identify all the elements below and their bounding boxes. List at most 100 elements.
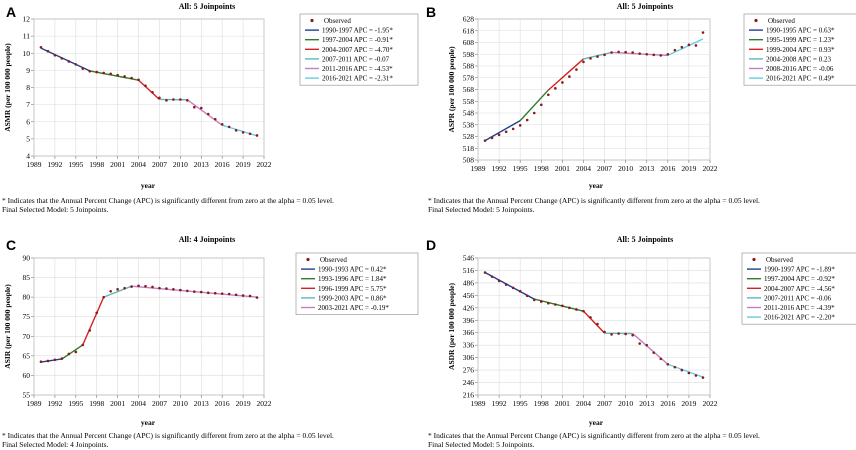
y-tick-label: 516 xyxy=(463,266,475,275)
observed-point xyxy=(213,291,217,295)
observed-point xyxy=(532,298,536,302)
x-tick-label: 1992 xyxy=(492,164,507,173)
observed-point xyxy=(234,293,238,297)
observed-point xyxy=(596,322,599,326)
observed-point xyxy=(255,134,259,137)
observed-point xyxy=(199,106,203,110)
observed-point xyxy=(81,67,85,70)
panel-label: A xyxy=(6,4,16,20)
observed-point xyxy=(547,93,550,97)
observed-point xyxy=(186,99,189,102)
observed-point xyxy=(673,48,677,52)
y-tick-label: 90 xyxy=(23,254,31,263)
observed-point xyxy=(490,275,494,278)
observed-point xyxy=(610,51,613,54)
legend-entry: 1990-1993 APC = 0.42* xyxy=(318,266,387,274)
observed-point xyxy=(199,290,203,294)
x-tick-label: 2013 xyxy=(194,160,209,169)
observed-point xyxy=(659,54,663,57)
legend-entry: 2004-2007 APC = -4.56* xyxy=(764,285,835,293)
observed-point xyxy=(532,111,536,115)
x-tick-label: 1989 xyxy=(27,399,42,408)
legend-observed-marker xyxy=(310,18,314,23)
observed-point xyxy=(88,329,92,332)
observed-point xyxy=(694,374,698,377)
segment-line-6 xyxy=(667,38,704,57)
observed-point xyxy=(624,332,627,336)
observed-point xyxy=(39,360,43,364)
legend-entry: 1997-2004 APC = -0.92* xyxy=(764,275,835,283)
footnote-final-model: Final Selected Model: 4 Joinpoints. xyxy=(2,440,109,449)
observed-point xyxy=(241,294,245,297)
observed-point xyxy=(694,44,698,47)
observed-point xyxy=(227,125,231,129)
x-tick-label: 2022 xyxy=(257,160,272,169)
observed-point xyxy=(638,342,641,345)
x-tick-label: 2010 xyxy=(173,399,188,408)
y-tick-label: 306 xyxy=(463,353,475,362)
legend-entry: 1990-1997 APC = -1.89* xyxy=(764,266,835,274)
plot-area xyxy=(33,257,265,396)
legend-entry: 2004-2008 APC = 0.23 xyxy=(766,55,832,63)
y-tick-label: 10 xyxy=(23,49,31,58)
y-tick-label: 6 xyxy=(26,117,30,126)
observed-point xyxy=(53,358,57,362)
observed-point xyxy=(60,57,64,60)
legend-entry: 1995-1999 APC = 1.23* xyxy=(766,36,835,44)
observed-point xyxy=(151,285,154,289)
panel-a: A All: 5 Joinpoints 4 5 6 7 8 9 10 11 12 1989 1992 19… xyxy=(2,2,419,214)
y-tick-label: 70 xyxy=(23,332,31,341)
observed-point xyxy=(596,55,599,58)
observed-point xyxy=(81,343,85,347)
observed-point xyxy=(631,333,634,337)
legend-entry: 2008-2016 APC = -0.06 xyxy=(766,65,834,73)
y-tick-label: 628 xyxy=(463,15,475,24)
x-tick-label: 2016 xyxy=(660,399,675,408)
y-tick-label: 55 xyxy=(23,391,31,400)
observed-point xyxy=(645,52,649,56)
observed-point xyxy=(575,308,578,311)
chart-title: All: 5 Joinpoints xyxy=(617,235,673,244)
observed-point xyxy=(504,130,508,134)
y-tick-label: 528 xyxy=(463,132,475,141)
observed-point xyxy=(206,291,210,295)
y-tick-label: 12 xyxy=(23,15,31,24)
x-tick-label: 1992 xyxy=(47,399,62,408)
observed-point xyxy=(74,63,78,66)
observed-point xyxy=(561,81,564,84)
y-tick-label: 4 xyxy=(26,152,30,161)
observed-point xyxy=(158,286,161,290)
observed-point xyxy=(652,351,656,354)
observed-point xyxy=(130,285,133,288)
x-tick-label: 1998 xyxy=(89,399,104,408)
observed-point xyxy=(144,284,147,288)
observed-point xyxy=(172,98,175,101)
observed-point xyxy=(539,103,543,107)
x-tick-label: 2004 xyxy=(131,399,146,408)
legend-entry: 2016-2021 APC = -2.20* xyxy=(764,314,835,322)
legend-entry: 2007-2011 APC = -0.07 xyxy=(322,55,390,63)
x-tick-label: 2022 xyxy=(703,399,718,408)
y-tick-label: 508 xyxy=(463,156,475,165)
panel-d: D All: 5 Joinpoints 216 246 276 306 336 366 396 4… xyxy=(426,235,856,449)
observed-point xyxy=(172,288,175,291)
y-tick-label: 9 xyxy=(26,66,30,75)
x-tick-label: 1995 xyxy=(68,399,83,408)
segment-line-3 xyxy=(82,296,105,346)
y-tick-label: 80 xyxy=(23,293,31,302)
observed-point xyxy=(220,292,224,295)
y-tick-label: 5 xyxy=(26,134,30,143)
legend-observed-marker xyxy=(752,257,756,262)
observed-point xyxy=(46,49,50,53)
observed-point xyxy=(497,279,501,283)
observed-point xyxy=(617,332,620,335)
segment-line-2 xyxy=(61,344,84,360)
observed-point xyxy=(701,376,705,379)
observed-point xyxy=(575,68,578,71)
observed-point xyxy=(701,31,705,34)
x-tick-label: 2010 xyxy=(173,160,188,169)
observed-point xyxy=(525,294,529,298)
y-tick-label: 618 xyxy=(463,26,475,35)
observed-point xyxy=(680,368,684,372)
